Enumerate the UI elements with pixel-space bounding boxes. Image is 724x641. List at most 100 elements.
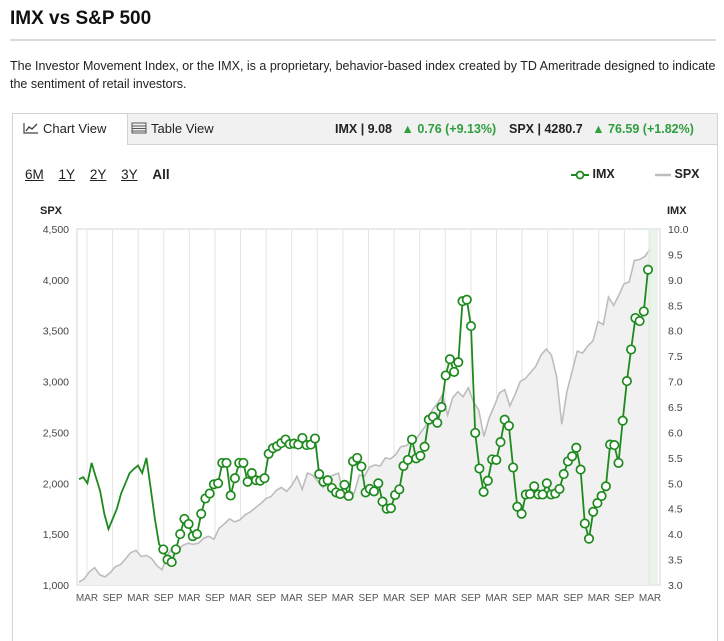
legend-spx-label: SPX [674, 167, 700, 181]
right-tick-label: 7.0 [668, 377, 683, 389]
tab-table-view[interactable]: Table View [131, 114, 231, 144]
imx-point [432, 417, 443, 428]
imx-point [453, 357, 464, 368]
imx-point [575, 464, 586, 475]
imx-point [482, 475, 493, 486]
x-tick-label: MAR [281, 593, 303, 604]
x-tick-label: SEP [256, 593, 276, 604]
imx-point [368, 486, 380, 497]
imx-quote-value: IMX | 9.08 [335, 122, 392, 136]
tab-table-view-label: Table View [151, 121, 214, 136]
imx-point [175, 529, 186, 540]
x-tick-label: MAR [639, 593, 661, 604]
imx-point [213, 478, 224, 489]
imx-point [394, 484, 405, 495]
imx-quote-change: ▲ 0.76 (+9.13%) [401, 122, 496, 136]
imx-point [229, 473, 240, 484]
x-tick-label: SEP [614, 593, 634, 604]
imx-point [259, 473, 270, 484]
imx-point [385, 503, 396, 514]
legend-spx-item[interactable]: SPX [655, 167, 700, 181]
left-tick-label: 4,500 [43, 224, 69, 236]
imx-point [609, 440, 620, 451]
line-chart-icon [23, 115, 39, 145]
imx-point [579, 518, 590, 529]
x-tick-label: MAR [332, 593, 354, 604]
range-selector: 6M 1Y 2Y 3Y All [25, 167, 181, 182]
right-tick-label: 4.0 [668, 529, 683, 541]
right-tick-label: 7.5 [668, 351, 683, 363]
right-tick-label: 10.0 [668, 224, 689, 236]
imx-point [406, 434, 418, 445]
x-tick-label: MAR [588, 593, 610, 604]
imx-point [166, 557, 177, 568]
x-tick-label: SEP [461, 593, 481, 604]
imx-point [621, 376, 632, 387]
imx-point [356, 461, 367, 472]
imx-point [373, 478, 384, 489]
imx-point [567, 451, 578, 462]
x-tick-label: SEP [154, 593, 174, 604]
imx-quote: IMX | 9.08 ▲ 0.76 (+9.13%) [335, 114, 496, 144]
spx-quote: SPX | 4280.7 ▲ 76.59 (+1.82%) [509, 114, 694, 144]
legend-spx[interactable]: SPX [655, 167, 700, 181]
imx-point [339, 479, 350, 490]
imx-point [474, 463, 485, 474]
imx-point [444, 354, 455, 365]
imx-point [314, 469, 325, 480]
left-tick-label: 1,000 [43, 580, 69, 592]
imx-point [571, 442, 582, 453]
x-tick-label: SEP [307, 593, 327, 604]
range-3y[interactable]: 3Y [121, 167, 138, 182]
range-6m[interactable]: 6M [25, 167, 44, 182]
imx-point [402, 454, 413, 465]
imx-point [238, 457, 249, 468]
imx-point [512, 501, 523, 512]
imx-legend-marker-icon [571, 170, 589, 180]
imx-point [419, 441, 430, 452]
imx-point [588, 506, 599, 517]
imx-point [495, 437, 506, 448]
imx-point [204, 488, 215, 499]
title-divider [10, 39, 716, 41]
x-tick-label: MAR [127, 593, 149, 604]
imx-change-text: 0.76 (+9.13%) [417, 122, 497, 136]
imx-point [242, 476, 253, 487]
left-tick-label: 1,500 [43, 529, 69, 541]
tab-chart-view-label: Chart View [43, 121, 107, 136]
imx-point [583, 533, 595, 544]
left-tick-label: 2,000 [43, 478, 69, 490]
page-description: The Investor Movement Index, or the IMX,… [10, 59, 716, 91]
arrow-up-icon: ▲ [401, 122, 414, 136]
arrow-up-icon: ▲ [592, 122, 605, 136]
imx-point [642, 264, 654, 275]
imx-point [613, 457, 624, 468]
imx-point [461, 294, 472, 305]
imx-point [465, 321, 477, 332]
imx-point [478, 486, 489, 497]
right-tick-label: 4.5 [668, 504, 683, 516]
right-tick-label: 9.5 [668, 249, 683, 261]
imx-point [491, 454, 502, 465]
range-1y[interactable]: 1Y [58, 167, 76, 182]
imx-point [415, 450, 426, 461]
x-tick-label: SEP [205, 593, 225, 604]
imx-point [352, 452, 363, 463]
tab-chart-view[interactable]: Chart View [13, 114, 128, 145]
imx-point [196, 508, 207, 519]
imx-point [377, 496, 388, 507]
imx-point [221, 457, 232, 468]
imx-point [470, 427, 481, 438]
legend-imx-item[interactable]: IMX [571, 167, 615, 181]
range-all[interactable]: All [152, 167, 170, 182]
imx-point [592, 498, 603, 509]
legend-imx[interactable]: IMX [571, 167, 615, 181]
imx-point [297, 432, 308, 444]
imx-point [596, 490, 607, 502]
range-2y[interactable]: 2Y [89, 167, 107, 182]
legend-imx-label: IMX [592, 167, 615, 181]
x-tick-label: MAR [485, 593, 507, 604]
imx-point [335, 488, 346, 500]
spx-legend-line-icon [655, 173, 671, 176]
left-tick-label: 4,000 [43, 275, 69, 287]
